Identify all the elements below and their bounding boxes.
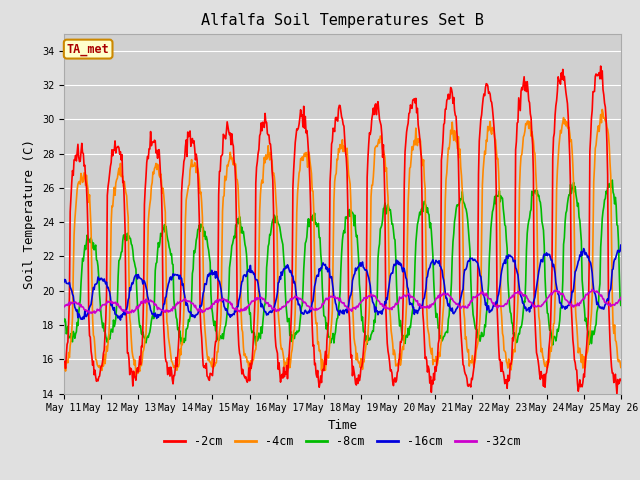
-16cm [617, 242, 625, 248]
X-axis label: Time: Time [328, 419, 357, 432]
-32cm [335, 297, 342, 302]
Legend: -2cm, -4cm, -8cm, -16cm, -32cm: -2cm, -4cm, -8cm, -16cm, -32cm [159, 430, 526, 453]
-8cm [444, 330, 451, 336]
-2cm [613, 391, 621, 396]
-4cm [444, 156, 451, 162]
-4cm [335, 146, 342, 152]
-2cm [182, 137, 190, 143]
-2cm [206, 371, 214, 376]
-16cm [183, 300, 191, 306]
-16cm [444, 300, 451, 306]
-16cm [116, 317, 124, 323]
Line: -2cm: -2cm [64, 66, 621, 394]
-32cm [566, 301, 574, 307]
Line: -32cm: -32cm [64, 289, 621, 313]
-2cm [566, 154, 573, 160]
-4cm [183, 192, 191, 198]
-32cm [183, 298, 191, 304]
-4cm [566, 139, 574, 144]
Line: -8cm: -8cm [64, 180, 621, 345]
-2cm [597, 63, 605, 69]
-32cm [389, 304, 397, 310]
-8cm [609, 177, 616, 183]
-32cm [617, 295, 625, 300]
-8cm [617, 302, 625, 308]
-2cm [617, 377, 625, 383]
-16cm [566, 298, 574, 304]
-32cm [207, 303, 215, 309]
-4cm [207, 360, 215, 366]
-16cm [207, 271, 215, 276]
-8cm [566, 181, 574, 187]
-8cm [182, 326, 190, 332]
-4cm [132, 373, 140, 379]
-4cm [60, 365, 68, 371]
-8cm [60, 319, 68, 324]
Title: Alfalfa Soil Temperatures Set B: Alfalfa Soil Temperatures Set B [201, 13, 484, 28]
-2cm [388, 370, 396, 376]
-4cm [389, 340, 397, 346]
Text: TA_met: TA_met [67, 43, 109, 56]
-8cm [335, 306, 342, 312]
Line: -16cm: -16cm [64, 245, 621, 320]
-2cm [60, 359, 68, 365]
-16cm [60, 279, 68, 285]
-32cm [588, 287, 596, 292]
-16cm [389, 270, 397, 276]
-8cm [206, 260, 214, 265]
Line: -4cm: -4cm [64, 109, 621, 376]
-32cm [60, 304, 68, 310]
-32cm [86, 311, 93, 316]
-2cm [443, 97, 451, 103]
Y-axis label: Soil Temperature (C): Soil Temperature (C) [23, 139, 36, 288]
-4cm [598, 107, 606, 112]
-8cm [389, 221, 397, 227]
-4cm [617, 364, 625, 370]
-32cm [444, 290, 451, 296]
-2cm [334, 118, 342, 124]
-16cm [335, 309, 342, 314]
-8cm [252, 342, 260, 348]
